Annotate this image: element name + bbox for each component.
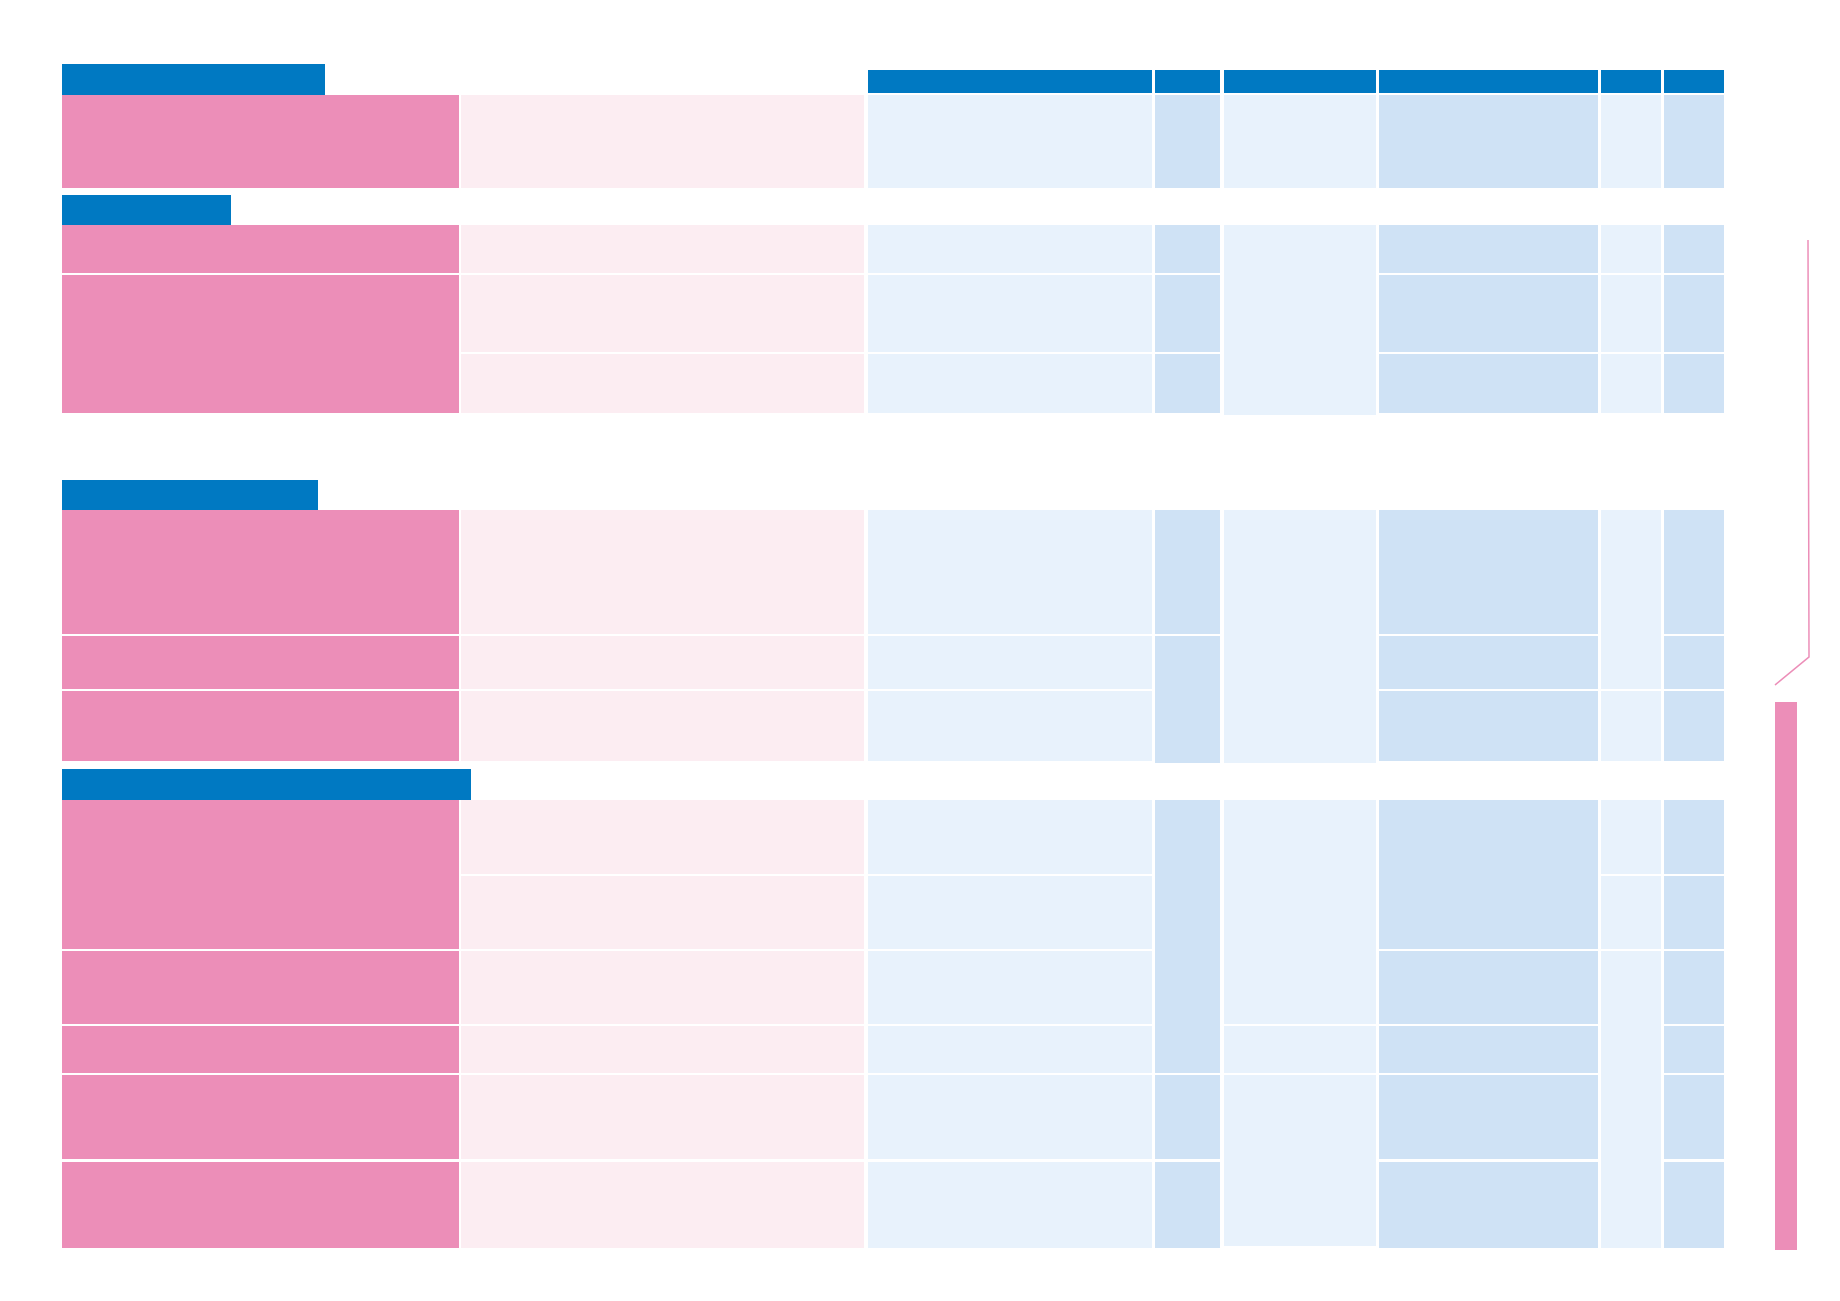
table-cell [868, 876, 1152, 949]
table-cell [868, 225, 1152, 273]
table-cell [1664, 95, 1724, 188]
row-description-cell [461, 636, 864, 689]
column-header-3 [1224, 70, 1376, 93]
section-header-4 [62, 769, 471, 800]
row-label-cell [62, 1162, 459, 1248]
table-cell [868, 951, 1152, 1024]
table-cell [1379, 636, 1598, 689]
table-cell [1224, 1075, 1376, 1246]
row-description-cell [461, 876, 864, 949]
table-cell [1601, 691, 1661, 761]
table-cell [868, 636, 1152, 689]
row-description-cell [461, 951, 864, 1024]
table-cell [1155, 95, 1220, 188]
row-label-cell [62, 510, 459, 634]
table-cell [1601, 225, 1661, 273]
column-header-4 [1379, 70, 1598, 93]
column-header-5 [1601, 70, 1661, 93]
row-description-cell [461, 354, 864, 413]
column-header-6 [1664, 70, 1724, 93]
row-description-cell [461, 1162, 864, 1248]
table-cell [1379, 225, 1598, 273]
column-header-1 [868, 70, 1152, 93]
row-label-cell [62, 225, 459, 273]
table-cell [1155, 510, 1220, 634]
section-header-2 [62, 195, 231, 225]
row-label-cell [62, 1026, 459, 1073]
table-cell [868, 95, 1152, 188]
table-cell [1601, 951, 1661, 1248]
row-description-cell [461, 1075, 864, 1159]
table-cell [1155, 1075, 1220, 1159]
row-label-cell [62, 951, 459, 1024]
row-label-cell [62, 691, 459, 761]
table-cell [1664, 636, 1724, 689]
table-cell [1664, 510, 1724, 634]
row-description-cell [461, 225, 864, 273]
row-label-cell [62, 800, 459, 949]
section-header-1 [62, 64, 325, 95]
table-cell [1224, 225, 1376, 415]
table-cell [1601, 510, 1661, 689]
table-cell [1601, 275, 1661, 352]
table-cell [1379, 800, 1598, 949]
table-cell [1664, 275, 1724, 352]
section-header-3 [62, 480, 318, 510]
row-label-cell [62, 95, 459, 188]
table-cell [1379, 510, 1598, 634]
table-cell [1224, 510, 1376, 763]
table-cell [1664, 951, 1724, 1024]
table-cell [1379, 275, 1598, 352]
table-cell [1155, 800, 1220, 1073]
table-cell [1664, 800, 1724, 874]
table-cell [868, 354, 1152, 413]
table-cell [1601, 354, 1661, 413]
table-cell [1155, 1162, 1220, 1248]
table-cell [1155, 225, 1220, 273]
table-cell [1601, 800, 1661, 874]
row-label-cell [62, 1075, 459, 1159]
table-cell [1664, 876, 1724, 949]
table-cell [868, 800, 1152, 874]
table-cell [1664, 1075, 1724, 1159]
row-description-cell [461, 95, 864, 188]
table-cell [1224, 95, 1376, 188]
row-description-cell [461, 691, 864, 761]
callout-bracket-line [1774, 239, 1810, 686]
row-description-cell [461, 800, 864, 874]
table-cell [1601, 876, 1661, 949]
row-description-cell [461, 1026, 864, 1073]
table-cell [1379, 951, 1598, 1024]
table-cell [1379, 95, 1598, 188]
table-cell [1601, 95, 1661, 188]
table-cell [868, 275, 1152, 352]
side-accent-bar [1775, 702, 1797, 1250]
table-cell [868, 1162, 1152, 1248]
table-cell [868, 691, 1152, 761]
table-cell [1664, 225, 1724, 273]
table-cell [1664, 691, 1724, 761]
table-cell [1224, 1026, 1376, 1073]
row-label-cell [62, 636, 459, 689]
row-label-cell [62, 275, 459, 413]
row-description-cell [461, 275, 864, 352]
table-cell [1379, 1162, 1598, 1248]
table-cell [868, 510, 1152, 634]
table-cell [868, 1026, 1152, 1073]
table-cell [1155, 275, 1220, 352]
table-cell [1224, 800, 1376, 1024]
table-cell [1155, 636, 1220, 763]
table-cell [1155, 354, 1220, 413]
table-cell [1664, 1162, 1724, 1248]
table-cell [1664, 354, 1724, 413]
column-header-2 [1155, 70, 1220, 93]
table-cell [1379, 1026, 1598, 1073]
table-cell [868, 1075, 1152, 1159]
table-cell [1664, 1026, 1724, 1073]
table-cell [1379, 691, 1598, 761]
table-cell [1379, 354, 1598, 413]
table-cell [1379, 1075, 1598, 1159]
row-description-cell [461, 510, 864, 634]
